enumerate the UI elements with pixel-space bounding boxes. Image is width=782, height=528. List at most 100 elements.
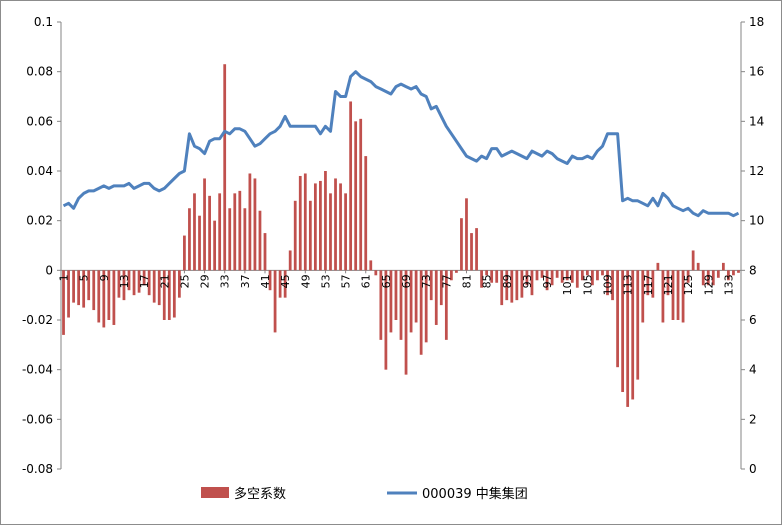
x-tick-label: 45 [279,274,292,288]
bar [82,270,86,308]
x-tick-label: 105 [581,274,594,295]
left-tick-label: -0.08 [22,462,53,476]
bar [369,260,373,271]
x-tick-label: 49 [299,274,312,288]
bar [560,270,564,283]
bar [591,270,594,286]
right-tick-label: 14 [749,114,764,128]
bar [424,270,428,343]
bar [706,270,710,286]
bar [228,208,232,271]
bar [253,178,257,271]
bar [97,270,101,323]
legend: 多空系数 000039 中集集团 [201,486,528,502]
bar [505,270,509,301]
bar [137,270,141,293]
bar [570,270,574,283]
x-tick-label: 129 [702,274,715,295]
bar [364,156,368,271]
bar [636,270,640,380]
x-tick-label: 61 [360,274,373,288]
bar [238,190,242,271]
bar [510,270,514,303]
bar [102,270,106,328]
bar [681,270,685,323]
bar [313,183,317,271]
bar [92,270,96,311]
bar [344,193,347,271]
x-tick-label: 69 [400,274,413,288]
bar [465,198,468,271]
bar [374,270,378,276]
bar [455,270,458,273]
bar [183,235,186,271]
bar [188,208,191,271]
bar [354,121,358,271]
left-tick-label: -0.06 [22,412,53,426]
bar [727,270,730,281]
bar [671,270,675,320]
bar [585,270,589,276]
bar [721,262,725,271]
bar [460,218,463,271]
bar [298,175,302,271]
bar [565,270,569,281]
bar [661,270,665,323]
x-tick-label: 13 [118,274,131,288]
bar [349,101,353,271]
bar [293,200,297,271]
bar [409,270,413,333]
bar [601,270,604,276]
x-tick-label: 133 [722,274,735,295]
bar [580,270,584,281]
right-tick-label: 12 [749,164,764,178]
x-tick-label: 109 [602,274,615,295]
x-tick-label: 93 [521,274,534,288]
bar [208,195,211,271]
bar [243,208,247,271]
bar [308,200,312,271]
bar [646,270,650,296]
bar [691,250,695,271]
x-tick-label: 97 [541,274,554,288]
bar [213,220,217,271]
bar [434,270,438,325]
bar [414,270,418,323]
right-tick-label: 6 [749,313,757,327]
bar [67,270,70,318]
bar [500,270,504,306]
legend-swatch-bar [201,487,229,498]
bar [666,270,670,296]
bar [495,270,499,283]
bar [686,270,690,283]
bar [711,270,715,286]
x-tick-label: 29 [199,274,212,288]
tick-label-layer: -0.08 -0.06 -0.04 -0.02 0 0.02 0.04 0.06 0.08 0.1… [22,15,764,476]
bar [732,270,735,276]
bar [626,270,630,407]
bar [429,270,433,301]
x-tick-label: 41 [259,274,272,288]
bar [737,270,740,273]
bar [157,270,161,306]
bar [616,270,619,368]
x-tick-label: 113 [622,274,635,295]
price-line [62,70,740,218]
bar [203,178,206,271]
x-tick-label: 121 [662,274,675,295]
right-tick-label: 4 [749,363,757,377]
right-tick-label: 2 [749,412,757,426]
bar [540,270,544,278]
bar [525,270,529,286]
bar [132,270,136,296]
bar [87,270,91,301]
x-tick-label: 81 [460,274,473,288]
bar [389,270,393,333]
x-tick-label: 57 [340,274,353,288]
bar [283,270,287,298]
x-tick-label: 25 [178,274,191,288]
x-tick-label: 21 [158,274,171,288]
left-tick-label: 0.06 [26,114,53,128]
x-tick-label: 117 [642,274,655,295]
bar [651,270,655,298]
